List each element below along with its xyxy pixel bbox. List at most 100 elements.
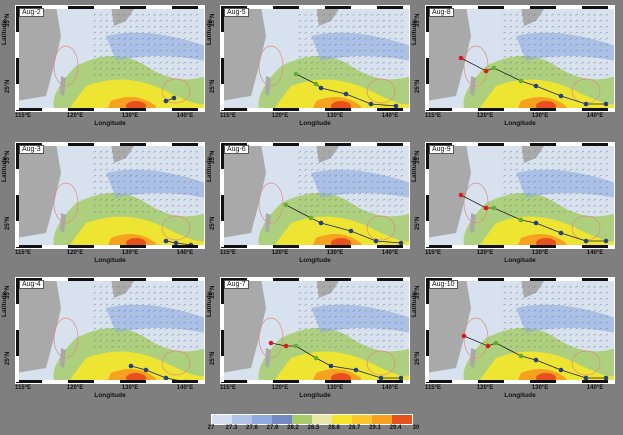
y-tick-25n: 25°N: [5, 79, 11, 93]
map-frame-bottom: [221, 108, 409, 111]
colorbar-tick-label: 28.7: [348, 425, 361, 431]
map-frame-bottom: [16, 245, 204, 248]
colorbar: [211, 414, 413, 425]
x-tick: 120°E: [66, 113, 84, 119]
x-axis-label: Longitude: [299, 120, 331, 127]
colorbar-swatch: [332, 415, 352, 424]
x-axis-label: Longitude: [299, 392, 331, 399]
colorbar-swatch: [352, 415, 372, 424]
map-frame-left: [426, 143, 429, 248]
map-frame-bottom: [16, 108, 204, 111]
map-frame-left: [16, 278, 19, 383]
map-panel-aug6: Aug-6 Latitude 35°N 25°N 115°E 120°E 130…: [206, 142, 410, 264]
x-tick: 120°E: [271, 113, 289, 119]
y-tick-35n: 35°N: [210, 150, 216, 164]
colorbar-tick-label: 30: [412, 425, 420, 431]
x-tick: 120°E: [271, 385, 289, 391]
x-ticks: 115°E 120°E 130°E 140°E: [220, 385, 410, 393]
map-frame-bottom: [16, 380, 204, 383]
panel-date-label: Aug-7: [224, 280, 249, 289]
x-tick: 115°E: [424, 113, 442, 119]
x-tick: 115°E: [424, 250, 442, 256]
y-tick-35n: 35°N: [415, 150, 421, 164]
x-tick: 120°E: [271, 250, 289, 256]
x-tick: 115°E: [219, 385, 237, 391]
x-axis-label: Longitude: [504, 120, 536, 127]
map-frame-top: [16, 6, 204, 9]
colorbar-swatch: [232, 415, 252, 424]
x-axis-label: Longitude: [94, 120, 126, 127]
map-plot: Aug-9: [425, 142, 615, 249]
colorbar-tick-label: 29.1: [369, 425, 381, 431]
panel-date-label: Aug-3: [19, 145, 44, 154]
x-ticks: 115°E 120°E 130°E 140°E: [425, 113, 615, 121]
map-frame-top: [16, 143, 204, 146]
map-panel-aug7: Aug-7 Latitude 35°N 25°N 115°E 120°E 130…: [206, 277, 410, 399]
map-panel-aug9: Aug-9 Latitude 35°N 25°N 115°E 120°E 130…: [411, 142, 615, 264]
x-ticks: 115°E 120°E 130°E 140°E: [15, 250, 205, 258]
map-panel-aug5: Aug-5 Latitude 35°N 25°N 115°E 120°E 130…: [206, 5, 410, 127]
x-ticks: 115°E 120°E 130°E 140°E: [425, 250, 615, 258]
panel-date-label: Aug-2: [19, 8, 44, 17]
map-panel-aug8: Aug-8 Latitude 35°N 25°N 115°E 120°E 130…: [411, 5, 615, 127]
x-tick: 120°E: [476, 113, 494, 119]
x-tick: 130°E: [531, 113, 549, 119]
map-frame-left: [221, 143, 224, 248]
x-tick: 140°E: [586, 113, 604, 119]
x-ticks: 115°E 120°E 130°E 140°E: [15, 385, 205, 393]
map-frame-top: [426, 278, 614, 281]
map-frame-top: [221, 278, 409, 281]
y-tick-25n: 25°N: [210, 79, 216, 93]
x-tick: 140°E: [176, 385, 194, 391]
colorbar-swatch: [252, 415, 272, 424]
x-tick: 130°E: [121, 250, 139, 256]
x-tick: 115°E: [424, 385, 442, 391]
x-ticks: 115°E 120°E 130°E 140°E: [220, 113, 410, 121]
colorbar-swatch: [392, 415, 412, 424]
map-panel-aug3: Aug-3 Latitude 35°N 25°N 115°E 120°E 130…: [1, 142, 205, 264]
colorbar-swatch: [272, 415, 292, 424]
x-tick: 115°E: [14, 113, 32, 119]
x-tick: 120°E: [66, 250, 84, 256]
map-frame-left: [221, 278, 224, 383]
x-tick: 140°E: [381, 385, 399, 391]
x-tick: 130°E: [121, 385, 139, 391]
map-frame-top: [426, 143, 614, 146]
panel-date-label: Aug-10: [429, 280, 458, 289]
x-tick: 140°E: [176, 113, 194, 119]
x-tick: 120°E: [476, 385, 494, 391]
x-tick: 130°E: [531, 250, 549, 256]
colorbar-swatch: [292, 415, 312, 424]
y-tick-25n: 25°N: [5, 351, 11, 365]
map-frame-bottom: [221, 245, 409, 248]
colorbar-labels: 27 27.3 27.6 27.9 28.2 28.5 28.8 28.7 29.1 29.4 30: [205, 425, 435, 435]
y-tick-25n: 25°N: [415, 216, 421, 230]
x-tick: 130°E: [121, 113, 139, 119]
map-frame-top: [221, 6, 409, 9]
x-ticks: 115°E 120°E 130°E 140°E: [425, 385, 615, 393]
y-tick-25n: 25°N: [210, 351, 216, 365]
map-plot: Aug-5: [220, 5, 410, 112]
map-plot: Aug-8: [425, 5, 615, 112]
map-plot: Aug-2: [15, 5, 205, 112]
x-tick: 120°E: [66, 385, 84, 391]
x-tick: 115°E: [219, 113, 237, 119]
map-plot: Aug-10: [425, 277, 615, 384]
colorbar-tick-label: 28.8: [328, 425, 340, 431]
map-frame-left: [221, 6, 224, 111]
y-tick-25n: 25°N: [5, 216, 11, 230]
x-tick: 130°E: [326, 385, 344, 391]
colorbar-tick-label: 28.2: [287, 425, 299, 431]
x-tick: 140°E: [176, 250, 194, 256]
colorbar-swatch: [212, 415, 232, 424]
y-tick-35n: 35°N: [415, 285, 421, 299]
x-tick: 115°E: [14, 250, 32, 256]
map-frame-top: [426, 6, 614, 9]
map-plot: Aug-6: [220, 142, 410, 249]
x-axis-label: Longitude: [94, 392, 126, 399]
colorbar-tick-label: 27: [207, 425, 215, 431]
map-frame-left: [426, 6, 429, 111]
x-tick: 140°E: [381, 250, 399, 256]
x-axis-label: Longitude: [504, 392, 536, 399]
map-frame-top: [221, 143, 409, 146]
